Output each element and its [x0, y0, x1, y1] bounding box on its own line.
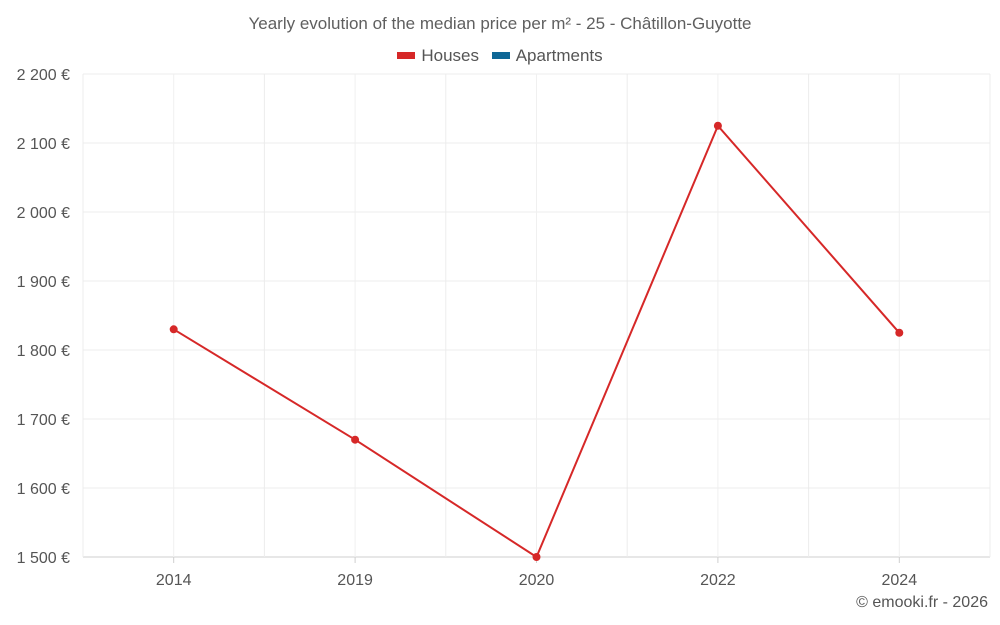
data-point-houses [895, 328, 904, 337]
x-tick-label: 2019 [337, 572, 373, 589]
legend-item-apartments[interactable]: Apartments [491, 45, 603, 66]
legend-item-houses[interactable]: Houses [397, 46, 479, 66]
legend-label-apartments: Apartments [515, 45, 603, 65]
x-tick-label: 2024 [882, 572, 918, 589]
data-point-houses [169, 325, 178, 334]
copyright-text: © emooki.fr - 2026 [856, 594, 988, 611]
data-point-houses [351, 435, 360, 444]
legend-swatch-apartments [491, 52, 510, 59]
grid-layer [82, 73, 991, 558]
legend-label-houses: Houses [421, 45, 479, 65]
y-tick-label: 2 200 € [17, 67, 70, 84]
y-tick-label: 1 900 € [17, 274, 70, 291]
chart-title: Yearly evolution of the median price per… [248, 14, 752, 33]
y-tick-label: 2 000 € [17, 205, 70, 222]
x-tick-label: 2014 [156, 572, 192, 589]
data-point-houses [713, 121, 722, 130]
x-tick-label: 2022 [700, 572, 736, 589]
y-tick-label: 2 100 € [17, 136, 70, 153]
chart-legend: Houses Apartments [0, 44, 1000, 66]
axis-layer: 1 500 € 1 600 € 1 700 € 1 800 € 1 900 € 2 000… [17, 67, 918, 589]
y-tick-label: 1 800 € [17, 343, 70, 360]
y-tick-label: 1 700 € [17, 412, 70, 429]
x-tick-label: 2020 [519, 572, 555, 589]
series-layer [169, 121, 904, 561]
data-point-houses [532, 553, 541, 561]
y-tick-label: 1 600 € [17, 481, 70, 498]
legend-swatch-houses [397, 52, 416, 59]
y-tick-label: 1 500 € [17, 550, 70, 567]
